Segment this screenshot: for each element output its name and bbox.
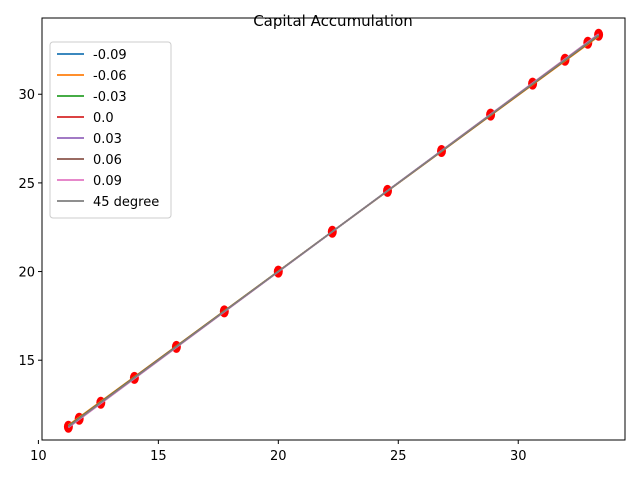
y-tick-label-0: 15 [18, 354, 35, 369]
legend-label-7: 45 degree [93, 195, 159, 210]
x-tick-label-3: 25 [390, 449, 407, 464]
axes-frame [41, 17, 626, 441]
chart-title: Capital Accumulation [253, 12, 413, 30]
series-line-7 [67, 34, 600, 428]
legend: -0.09 -0.06 -0.03 0.0 0.03 0.06 0.09 45 degree [49, 41, 172, 219]
axis-ticks: 10 15 20 25 30 15 20 25 30 [18, 88, 526, 464]
y-tick-label-2: 25 [18, 177, 35, 192]
legend-label-5: 0.06 [93, 153, 122, 168]
plot-area [63, 28, 604, 433]
legend-label-4: 0.03 [93, 132, 122, 147]
x-tick-label-4: 30 [510, 449, 527, 464]
legend-label-2: -0.03 [93, 90, 127, 105]
x-tick-label-2: 20 [270, 449, 287, 464]
legend-label-1: -0.06 [93, 69, 127, 84]
legend-box [49, 41, 172, 219]
x-tick-label-1: 15 [150, 449, 167, 464]
legend-label-0: -0.09 [93, 48, 127, 63]
y-tick-label-3: 30 [18, 88, 35, 103]
legend-label-3: 0.0 [93, 111, 114, 126]
y-tick-label-1: 20 [18, 266, 35, 281]
x-tick-label-0: 10 [30, 449, 47, 464]
legend-label-6: 0.09 [93, 174, 122, 189]
